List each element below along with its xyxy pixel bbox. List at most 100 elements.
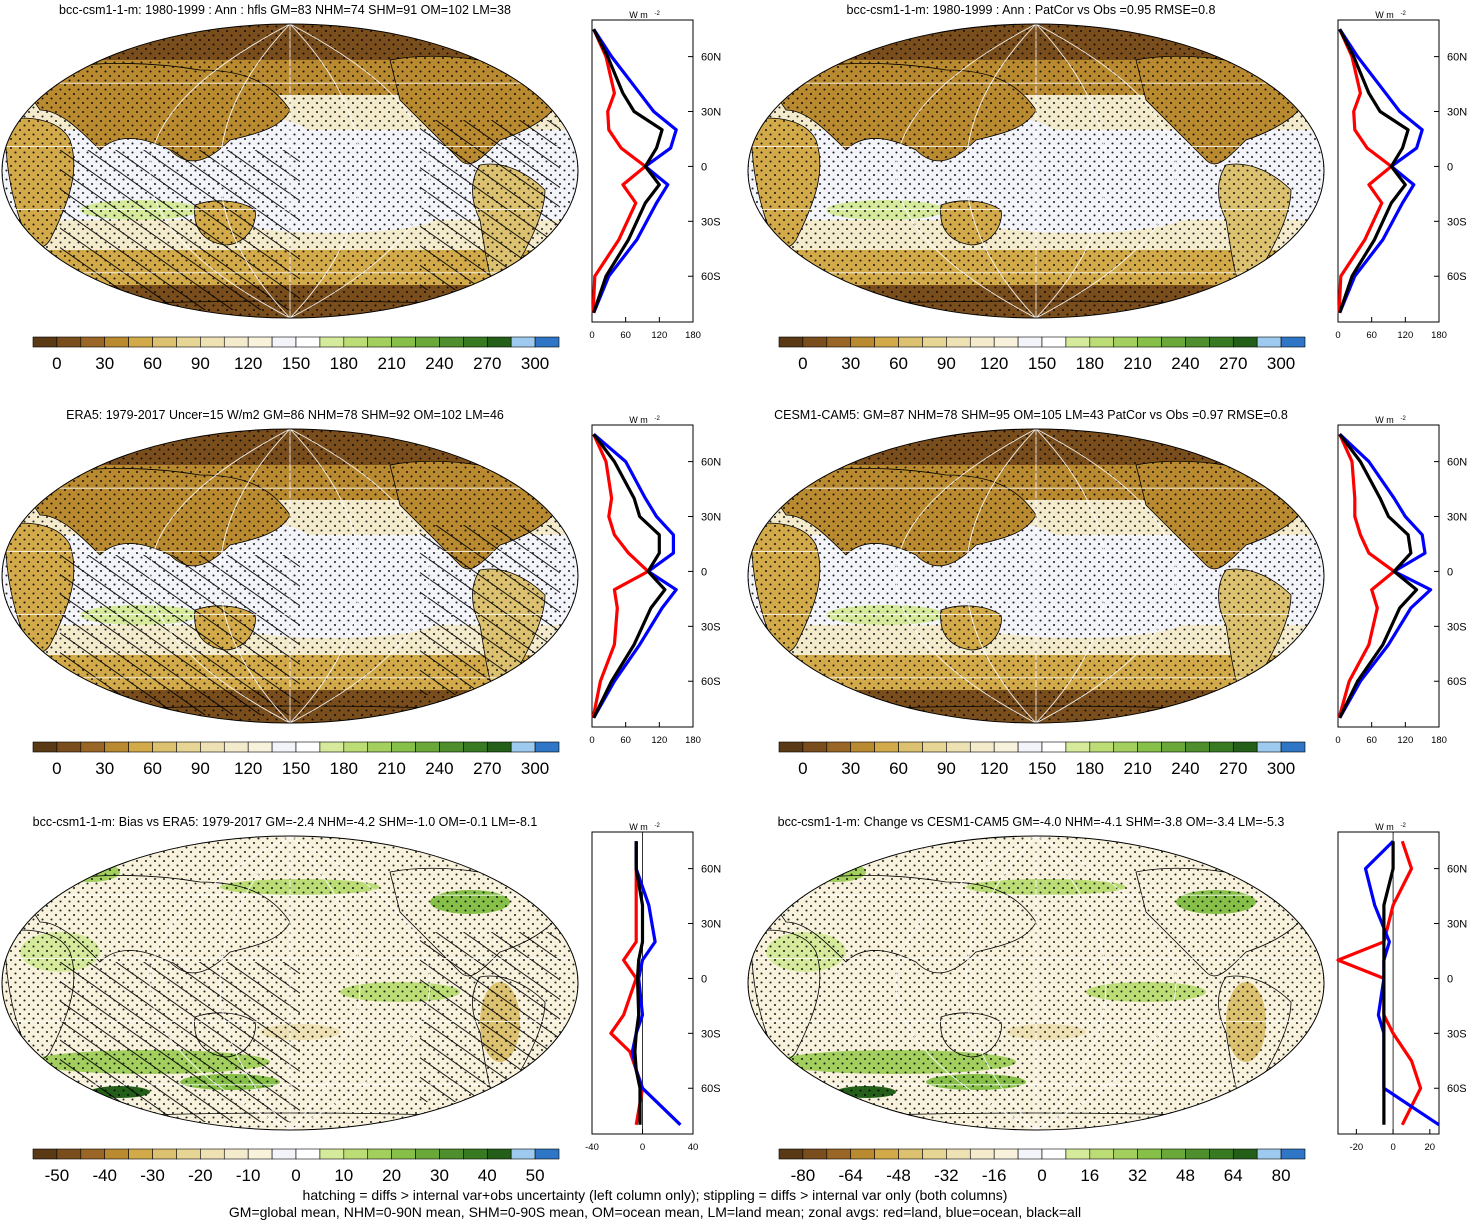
panel-title: ERA5: 1979-2017 Uncer=15 W/m2 GM=86 NHM=…: [66, 408, 504, 422]
colorbar-tick-label: 64: [1224, 1166, 1243, 1185]
zonal-all-line: [592, 433, 667, 719]
colorbar-segment: [80, 336, 106, 348]
footnote-line-2: GM=global mean, NHM=0-90N mean, SHM=0-90…: [228, 1204, 1082, 1220]
zonal-x-tick-label: 120: [651, 330, 667, 341]
colorbar-segment: [152, 1148, 177, 1160]
colorbar-tick-label: -32: [934, 1166, 959, 1185]
colorbar-segment: [367, 1148, 392, 1160]
colorbar-segment: [343, 741, 369, 753]
zonal-unit-exponent: -2: [655, 11, 661, 17]
colorbar: 0 30 60 90 120 150 180 210 240 270 300: [778, 336, 1306, 373]
panel-title: bcc-csm1-1-m: 1980-1999 : Ann : PatCor v…: [846, 3, 1216, 17]
colorbar-segment: [391, 741, 416, 753]
zonal-x-tick-label: 20: [1425, 1142, 1436, 1153]
colorbar: 0 30 60 90 120 150 180 210 240 270 300: [32, 741, 560, 778]
panel-model-patcor: bcc-csm1-1-m: 1980-1999 : Ann : PatCor v…: [746, 0, 1483, 405]
colorbar-tick-label: 80: [1272, 1166, 1291, 1185]
colorbar-segment: [1089, 1148, 1115, 1160]
colorbar-segment: [1280, 336, 1306, 348]
colorbar-segment: [463, 336, 488, 348]
zonal-x-tick-label: 180: [1431, 735, 1447, 746]
zonal-lat-tick-label: 30S: [1447, 621, 1467, 633]
colorbar-tick-label: 60: [889, 759, 908, 778]
colorbar-segment: [534, 336, 560, 348]
colorbar-tick-label: 210: [377, 354, 405, 373]
colorbar-tick-label: 150: [1028, 354, 1056, 373]
colorbar-segment: [1113, 336, 1138, 348]
colorbar-segment: [391, 336, 416, 348]
colorbar-segment: [1089, 336, 1115, 348]
colorbar-segment: [223, 741, 249, 753]
zonal-lat-tick-label: 0: [1447, 973, 1453, 985]
colorbar: -80 -64 -48 -32 -16 0 16 32 48 64 80: [778, 1148, 1306, 1185]
footnote-line-1: hatching = diffs > internal var+obs unce…: [302, 1187, 1008, 1203]
zonal-lat-tick-label: 30N: [701, 107, 721, 119]
colorbar-segment: [319, 336, 345, 348]
panel-cesm-climatology: CESM1-CAM5: GM=87 NHM=78 SHM=95 OM=105 L…: [746, 405, 1483, 810]
colorbar-segment: [1161, 741, 1186, 753]
zonal-unit-exponent: -2: [655, 416, 661, 422]
zonal-unit-exponent: -2: [1401, 416, 1407, 422]
colorbar-tick-label: 30: [95, 354, 114, 373]
colorbar-segment: [200, 336, 225, 348]
colorbar-segment: [223, 336, 249, 348]
colorbar-segment: [1209, 336, 1234, 348]
zonal-lat-tick-label: 0: [1447, 566, 1453, 578]
zonal-mean-plot: W m -2 60N 30N 0 30S 60S 0 60 120 180: [589, 10, 721, 341]
zonal-ocean-line: [592, 432, 678, 719]
colorbar-segment: [439, 336, 464, 348]
colorbar-tick-label: 300: [521, 759, 549, 778]
colorbar-tick-label: 180: [1076, 759, 1104, 778]
colorbar-segment: [874, 336, 899, 348]
colorbar-tick-label: 30: [841, 759, 860, 778]
zonal-lat-tick-label: 30N: [1447, 919, 1467, 931]
colorbar-segment: [247, 1148, 273, 1160]
zonal-all-line: [1338, 433, 1419, 719]
zonal-lat-tick-label: 60N: [1447, 52, 1467, 64]
colorbar-tick-label: 90: [191, 354, 210, 373]
colorbar-segment: [1113, 741, 1138, 753]
colorbar-segment: [80, 741, 106, 753]
colorbar-tick-label: 270: [1219, 354, 1247, 373]
colorbar-segment: [104, 336, 129, 348]
zonal-lat-tick-label: 60S: [1447, 271, 1467, 283]
colorbar-tick-label: 120: [234, 354, 262, 373]
zonal-x-tick-label: 0: [589, 330, 594, 341]
colorbar-tick-label: 90: [937, 354, 956, 373]
colorbar-segment: [969, 1148, 995, 1160]
colorbar-tick-label: 90: [191, 759, 210, 778]
colorbar-segment: [802, 1148, 828, 1160]
zonal-x-tick-label: -40: [585, 1142, 599, 1153]
panel-title: bcc-csm1-1-m: Bias vs ERA5: 1979-2017 GM…: [32, 815, 538, 829]
colorbar-segment: [1041, 336, 1067, 348]
colorbar-segment: [1185, 741, 1210, 753]
colorbar-tick-label: 150: [282, 759, 310, 778]
colorbar-segment: [922, 1148, 947, 1160]
panel-bias-vs-era5: bcc-csm1-1-m: Bias vs ERA5: 1979-2017 GM…: [0, 812, 741, 1217]
zonal-x-tick-label: 120: [651, 735, 667, 746]
zonal-plot-frame: [1337, 831, 1440, 1135]
zonal-lat-tick-label: 30N: [701, 512, 721, 524]
colorbar-segment: [969, 741, 995, 753]
colorbar-segment: [874, 741, 899, 753]
colorbar-segment: [778, 741, 804, 753]
colorbar-segment: [223, 1148, 249, 1160]
zonal-unit-exponent: -2: [655, 823, 661, 829]
colorbar-segment: [1161, 1148, 1186, 1160]
colorbar-tick-label: -64: [838, 1166, 863, 1185]
colorbar-tick-label: -50: [45, 1166, 70, 1185]
colorbar-segment: [391, 1148, 416, 1160]
zonal-unit-label: W m: [629, 10, 648, 20]
zonal-x-tick-label: 0: [1335, 735, 1340, 746]
colorbar-tick-label: 120: [980, 759, 1008, 778]
zonal-lat-tick-label: 30S: [1447, 216, 1467, 228]
global-map: [1, 23, 579, 319]
colorbar-tick-label: 180: [1076, 354, 1104, 373]
colorbar-segment: [415, 741, 440, 753]
colorbar-segment: [534, 1148, 560, 1160]
colorbar-segment: [1232, 1148, 1258, 1160]
colorbar-segment: [104, 741, 129, 753]
colorbar-segment: [922, 741, 947, 753]
colorbar-segment: [319, 741, 345, 753]
colorbar-segment: [1065, 1148, 1091, 1160]
